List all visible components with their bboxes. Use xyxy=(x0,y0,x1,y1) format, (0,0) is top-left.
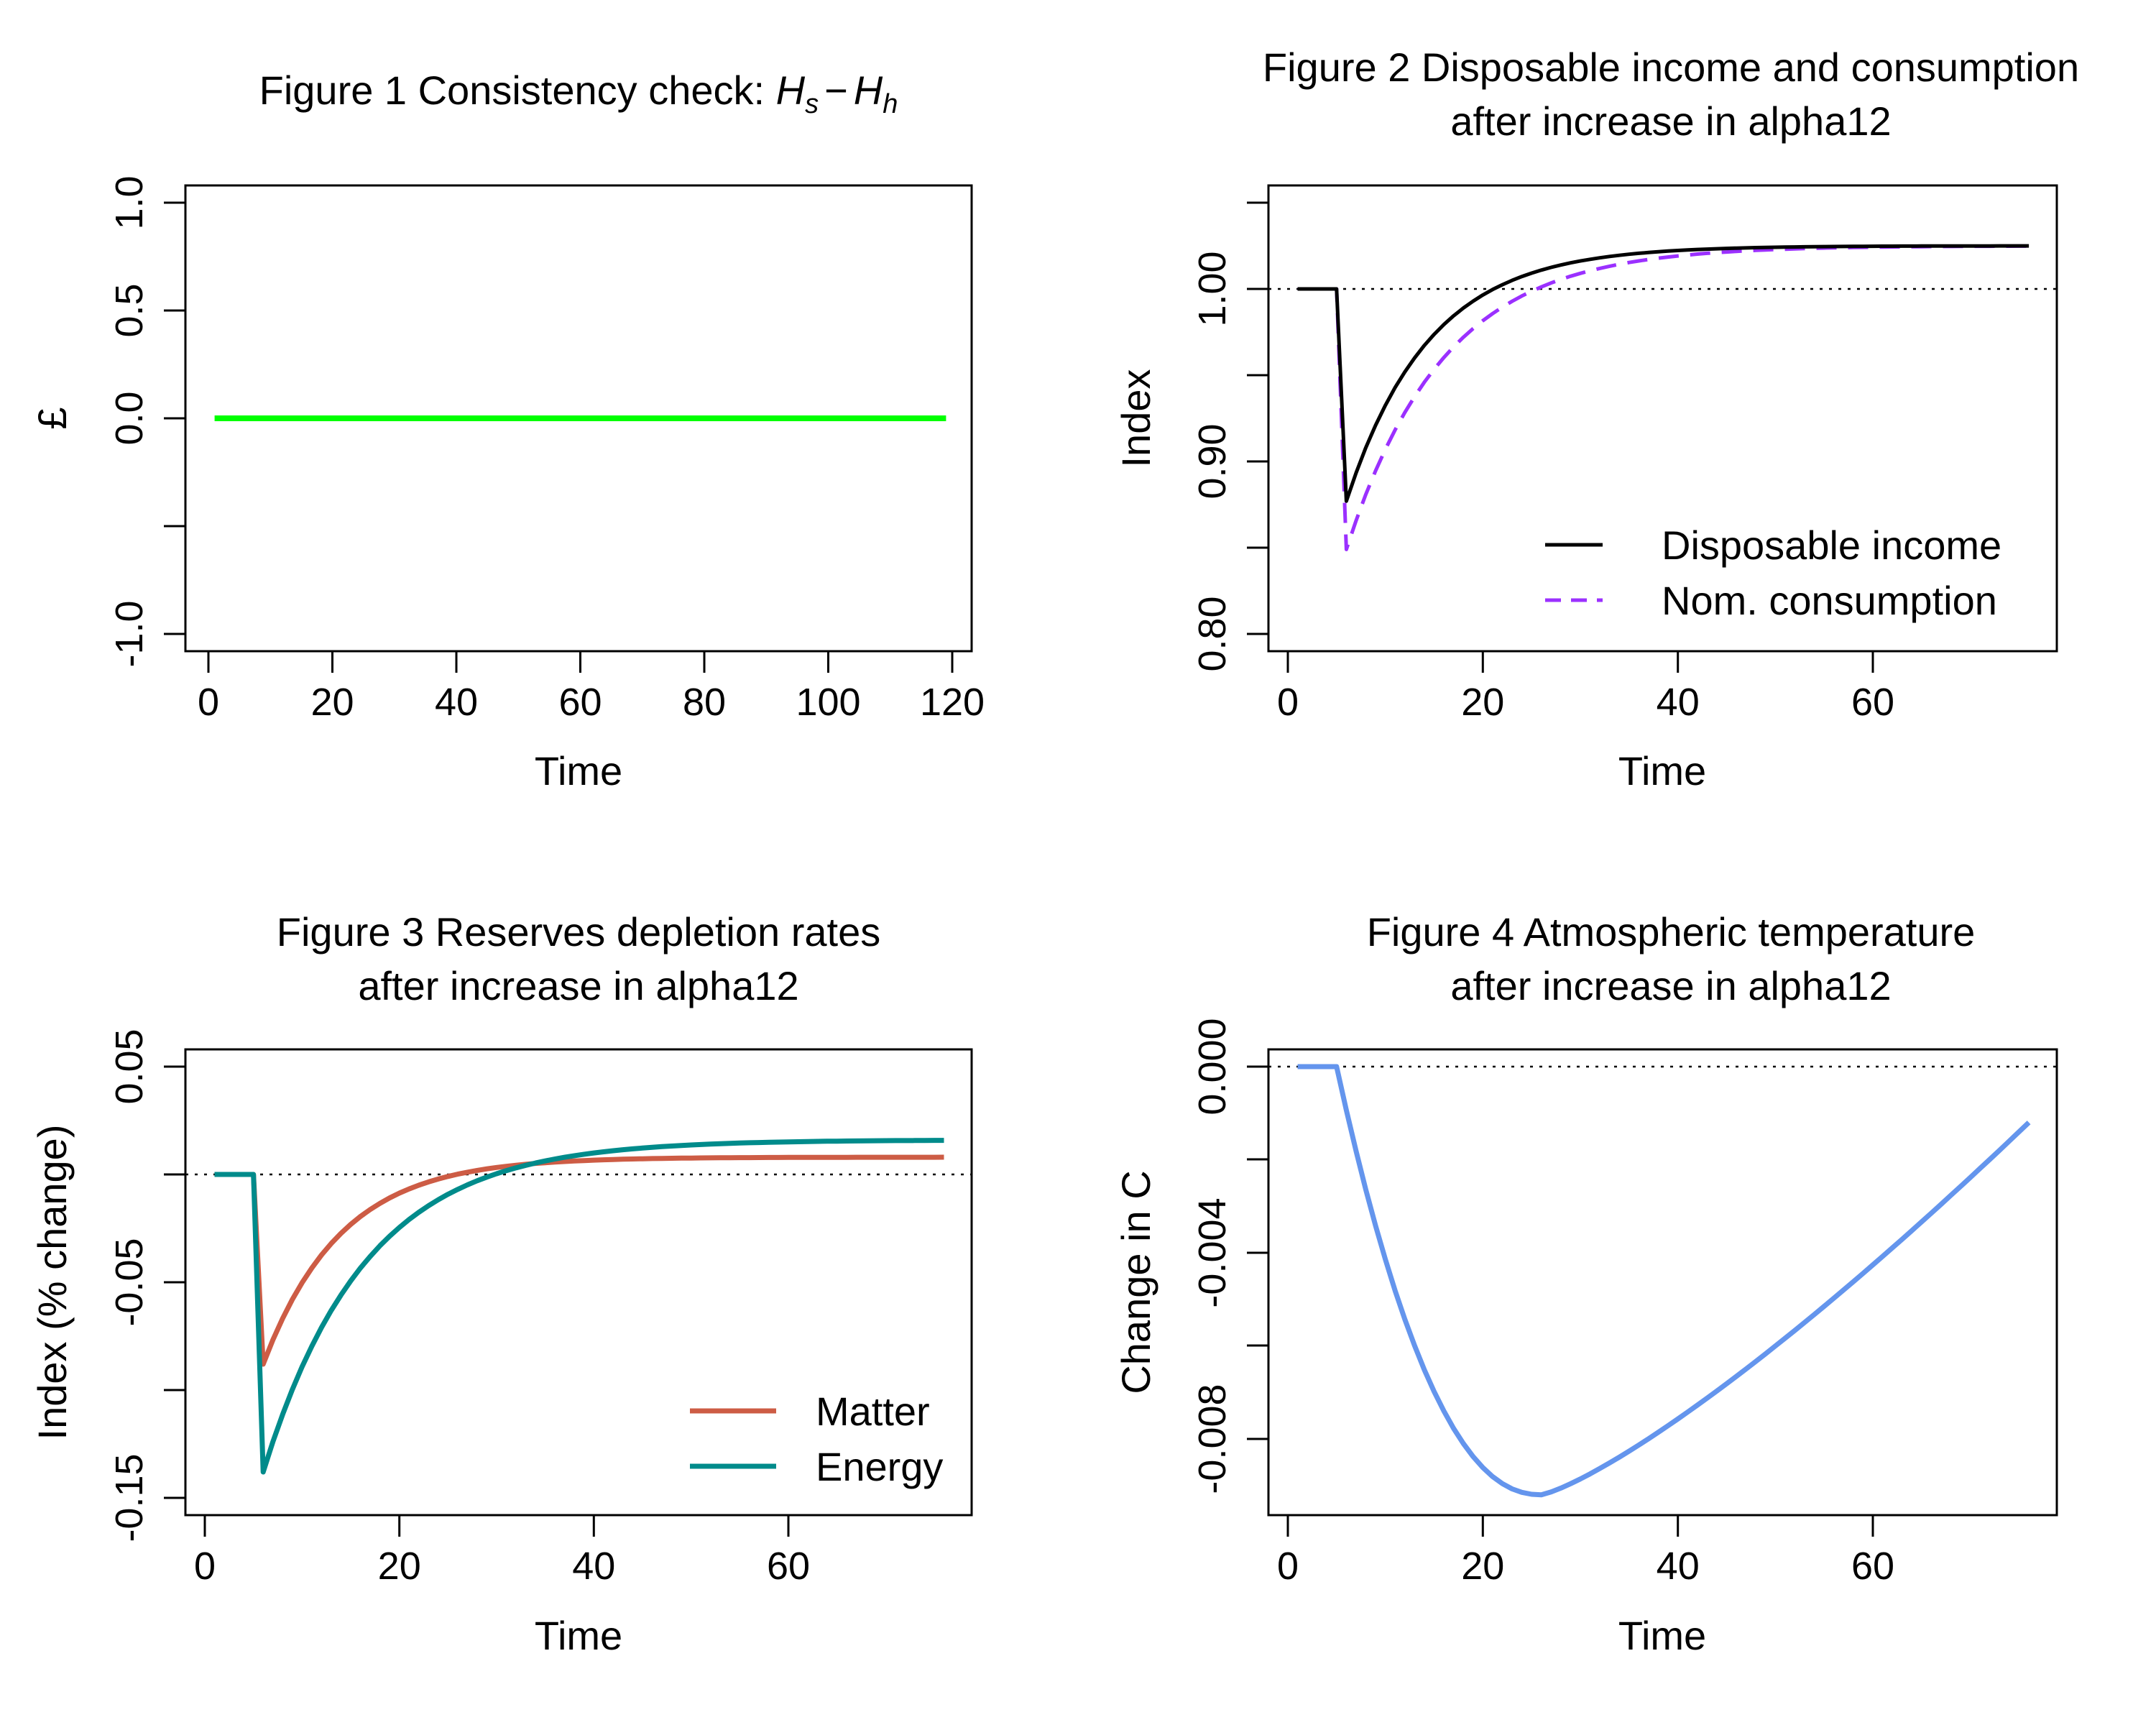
panel-2-x-tick-label: 40 xyxy=(1657,681,1700,724)
panel-3-x-tick-label: 20 xyxy=(378,1545,421,1588)
panel-4-x-tick-label: 60 xyxy=(1851,1545,1894,1588)
panel-4-y-axis: -0.008 -0.004 0.000 xyxy=(1191,1018,1270,1494)
panel-3-legend: Matter Energy xyxy=(690,1389,943,1489)
panel-1-y-axis-label: £ xyxy=(29,407,75,429)
panel-3-legend-label: Matter xyxy=(816,1389,930,1434)
panel-4-y-tick-label: -0.004 xyxy=(1191,1197,1234,1307)
panel-1-y-tick-label: 0.0 xyxy=(108,391,151,445)
panel-1-x-tick-label: 60 xyxy=(558,681,602,724)
panel-2-series-disposable-income xyxy=(1297,244,2030,503)
panel-4-x-tick-label: 40 xyxy=(1657,1545,1700,1588)
panel-1-x-tick-label: 80 xyxy=(683,681,726,724)
panel-1-x-tick-label: 20 xyxy=(310,681,354,724)
panel-3-title-line-1: Figure 3 Reserves depletion rates xyxy=(277,909,880,954)
panel-2-y-axis: 0.80 0.90 1.00 xyxy=(1191,201,1270,672)
panel-3-y-axis-label: Index (% change) xyxy=(29,1125,75,1440)
panel-3-x-tick-label: 60 xyxy=(767,1545,810,1588)
panel-2-y-axis-label: Index xyxy=(1113,369,1158,468)
panel-2-legend: Disposable income Nom. consumption xyxy=(1545,523,2001,623)
panel-2-x-tick-label: 20 xyxy=(1461,681,1504,724)
panel-2-legend-label: Disposable income xyxy=(1662,523,2001,568)
panel-figure-1: Figure 1 Consistency check: Hs − Hh 0 20 4… xyxy=(29,68,985,794)
panel-figure-3: Figure 3 Reserves depletion rates after … xyxy=(29,909,973,1658)
panel-2-title-line-1: Figure 2 Disposable income and consumpti… xyxy=(1263,45,2079,90)
panel-3-legend-label: Energy xyxy=(816,1444,943,1489)
panel-4-title-line-2: after increase in alpha12 xyxy=(1450,963,1891,1008)
panel-3-series-matter xyxy=(214,1154,944,1367)
panel-3-series-energy xyxy=(214,1138,944,1475)
panel-3-y-tick-label: -0.05 xyxy=(108,1238,151,1326)
panel-1-title-subscript-s: s xyxy=(805,89,819,119)
panel-2-legend-label: Nom. consumption xyxy=(1662,578,1997,623)
panel-1-title-subscript-h: h xyxy=(883,89,898,119)
panel-1-y-axis: -1.0 0.0 0.5 1.0 xyxy=(108,175,187,668)
panel-1-x-tick-label: 120 xyxy=(920,681,985,724)
panel-3-y-tick-label: -0.15 xyxy=(108,1453,151,1542)
panel-2-title-line-2: after increase in alpha12 xyxy=(1450,98,1891,144)
panel-1-x-tick-label: 40 xyxy=(435,681,478,724)
panel-1-x-tick-label: 0 xyxy=(198,681,219,724)
panel-3-x-axis: 0 20 40 60 xyxy=(194,1514,810,1588)
panel-2-y-tick-label: 0.80 xyxy=(1191,596,1234,671)
panel-1-x-tick-label: 100 xyxy=(796,681,860,724)
panel-3-x-axis-label: Time xyxy=(535,1613,622,1658)
panel-2-x-tick-label: 0 xyxy=(1277,681,1299,724)
panel-1-x-axis-label: Time xyxy=(535,748,622,794)
panel-1-y-tick-label: 0.5 xyxy=(108,283,151,337)
panel-2-x-axis-label: Time xyxy=(1618,748,1706,794)
panel-4-y-axis-label: Change in C xyxy=(1113,1170,1158,1394)
panel-figure-4: Figure 4 Atmospheric temperature after i… xyxy=(1113,909,2058,1658)
panel-1-title-h-symbol: H xyxy=(776,68,806,113)
panel-4-x-axis-label: Time xyxy=(1618,1613,1706,1658)
panel-3-x-tick-label: 0 xyxy=(194,1545,216,1588)
panel-1-title-text: Figure 1 Consistency check: xyxy=(259,68,776,113)
panel-3-x-tick-label: 40 xyxy=(572,1545,615,1588)
panel-1-y-tick-label: 1.0 xyxy=(108,175,151,229)
panel-3-y-axis: -0.15 -0.05 0.05 xyxy=(108,1029,187,1542)
panel-2-x-tick-label: 60 xyxy=(1851,681,1894,724)
panel-1-title-minus: − xyxy=(824,68,848,113)
panel-figure-2: Figure 2 Disposable income and consumpti… xyxy=(1113,45,2079,794)
panel-3-title-line-2: after increase in alpha12 xyxy=(358,963,798,1008)
panel-4-series-temperature xyxy=(1297,1064,2031,1498)
panel-4-title-line-1: Figure 4 Atmospheric temperature xyxy=(1367,909,1976,954)
panel-4-x-axis: 0 20 40 60 xyxy=(1277,1514,1894,1588)
panel-2-y-tick-label: 0.90 xyxy=(1191,423,1234,499)
panel-1-title-h-symbol-2: H xyxy=(854,68,883,113)
panel-1-x-axis: 0 20 40 60 80 100 120 xyxy=(198,650,985,724)
panel-1-y-tick-label: -1.0 xyxy=(108,600,151,667)
panel-2-y-tick-label: 1.00 xyxy=(1191,251,1234,326)
panel-4-y-tick-label: 0.000 xyxy=(1191,1018,1234,1115)
panel-1-title: Figure 1 Consistency check: Hs − Hh xyxy=(259,68,898,119)
panel-4-x-tick-label: 20 xyxy=(1461,1545,1504,1588)
panel-3-y-tick-label: 0.05 xyxy=(108,1029,151,1104)
panel-4-y-tick-label: -0.008 xyxy=(1191,1384,1234,1494)
panel-2-x-axis: 0 20 40 60 xyxy=(1277,650,1894,724)
panel-4-x-tick-label: 0 xyxy=(1277,1545,1299,1588)
panel-2-series-nom-consumption xyxy=(1297,244,2030,551)
